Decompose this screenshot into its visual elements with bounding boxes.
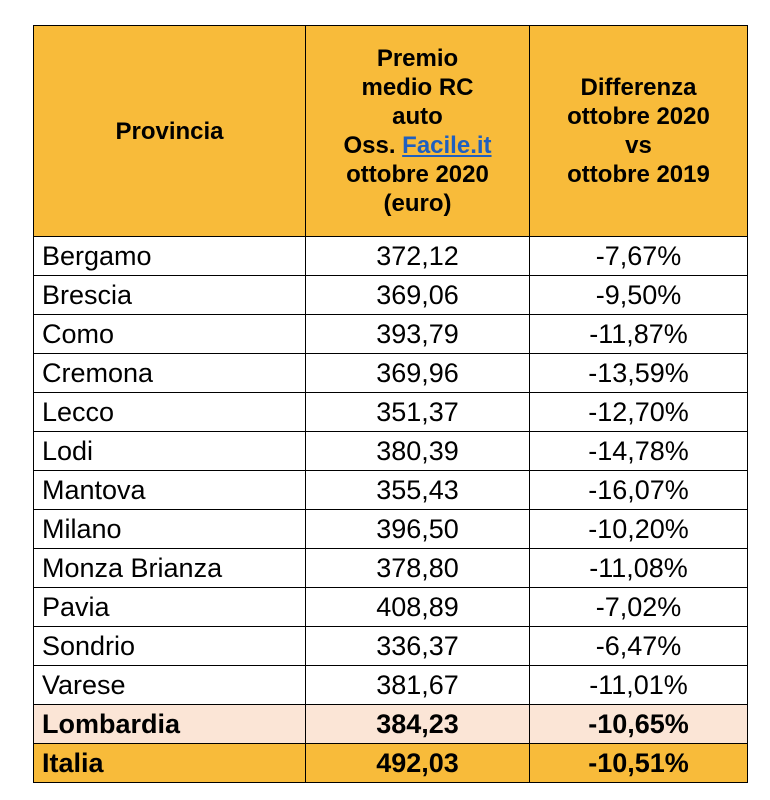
table-row: Bergamo 372,12 -7,67% — [33, 236, 748, 276]
table-cell: 351,37 — [305, 392, 530, 432]
table-cell: Monza Brianza — [33, 548, 306, 588]
header-cell: Differenza ottobre 2020 vs ottobre 2019 — [529, 25, 748, 237]
table-cell: -10,65% — [529, 704, 748, 744]
header-line: (euro) — [383, 190, 452, 217]
header-cell: Premio medio RC auto Oss. Facile.it ottobre … — [305, 25, 530, 237]
table-body: Bergamo 372,12 -7,67% Brescia 369,06 -9,50% Co… — [33, 236, 748, 783]
header-line: auto — [392, 103, 443, 130]
table-cell: -9,50% — [529, 275, 748, 315]
table-cell: -7,02% — [529, 587, 748, 627]
header-line: ottobre 2019 — [567, 161, 710, 188]
table-cell: -11,87% — [529, 314, 748, 354]
table-cell: 355,43 — [305, 470, 530, 510]
header-line: medio RC — [361, 74, 474, 101]
table-cell: 492,03 — [305, 743, 530, 783]
table-cell: Varese — [33, 665, 306, 705]
table-row: Lodi 380,39 -14,78% — [33, 431, 748, 471]
table-row: Cremona 369,96 -13,59% — [33, 353, 748, 393]
table-cell: 378,80 — [305, 548, 530, 588]
header-line: Premio — [376, 45, 459, 72]
table-cell: Pavia — [33, 587, 306, 627]
table-row: Milano 396,50 -10,20% — [33, 509, 748, 549]
header-line: ottobre 2020 — [346, 161, 489, 188]
table-row: Varese 381,67 -11,01% — [33, 665, 748, 705]
table-cell: Mantova — [33, 470, 306, 510]
table-cell: -13,59% — [529, 353, 748, 393]
table-row: Lombardia 384,23 -10,65% — [33, 704, 748, 744]
premium-table: Provincia Premio medio RC auto Oss. Facile.… — [33, 25, 748, 783]
table-cell: 396,50 — [305, 509, 530, 549]
table-cell: 408,89 — [305, 587, 530, 627]
table-cell: Brescia — [33, 275, 306, 315]
table-cell: Italia — [33, 743, 306, 783]
table-cell: -12,70% — [529, 392, 748, 432]
facile-link[interactable]: Facile.it — [402, 132, 492, 159]
header-line: Oss. Facile.it — [314, 131, 521, 160]
table-cell: -14,78% — [529, 431, 748, 471]
table-cell: 372,12 — [305, 236, 530, 276]
table-cell: 380,39 — [305, 431, 530, 471]
header-line: ottobre 2020 — [567, 103, 710, 130]
table-cell: 336,37 — [305, 626, 530, 666]
table-cell: -6,47% — [529, 626, 748, 666]
table-row: Mantova 355,43 -16,07% — [33, 470, 748, 510]
table-cell: Como — [33, 314, 306, 354]
header-cell: Provincia — [33, 25, 306, 237]
table-cell: -11,08% — [529, 548, 748, 588]
header-text: Provincia — [115, 117, 224, 145]
table-cell: -7,67% — [529, 236, 748, 276]
table-row: Italia 492,03 -10,51% — [33, 743, 748, 783]
table-cell: -11,01% — [529, 665, 748, 705]
table-cell: 381,67 — [305, 665, 530, 705]
table-row: Brescia 369,06 -9,50% — [33, 275, 748, 315]
table-cell: Lombardia — [33, 704, 306, 744]
table-cell: Sondrio — [33, 626, 306, 666]
header-prefix: Oss. — [343, 132, 396, 159]
header-line: Differenza — [580, 74, 697, 101]
header-row: Provincia Premio medio RC auto Oss. Facile.… — [33, 25, 748, 237]
table-cell: 369,06 — [305, 275, 530, 315]
table-cell: Milano — [33, 509, 306, 549]
table-cell: 393,79 — [305, 314, 530, 354]
table-row: Pavia 408,89 -7,02% — [33, 587, 748, 627]
header-line: vs — [625, 132, 652, 159]
table-row: Monza Brianza 378,80 -11,08% — [33, 548, 748, 588]
table-cell: Lecco — [33, 392, 306, 432]
table-cell: 369,96 — [305, 353, 530, 393]
table-cell: -16,07% — [529, 470, 748, 510]
table-row: Como 393,79 -11,87% — [33, 314, 748, 354]
table-cell: Bergamo — [33, 236, 306, 276]
table-cell: Cremona — [33, 353, 306, 393]
table-row: Sondrio 336,37 -6,47% — [33, 626, 748, 666]
table-cell: -10,51% — [529, 743, 748, 783]
table-cell: Lodi — [33, 431, 306, 471]
table-cell: 384,23 — [305, 704, 530, 744]
table-cell: -10,20% — [529, 509, 748, 549]
table-row: Lecco 351,37 -12,70% — [33, 392, 748, 432]
